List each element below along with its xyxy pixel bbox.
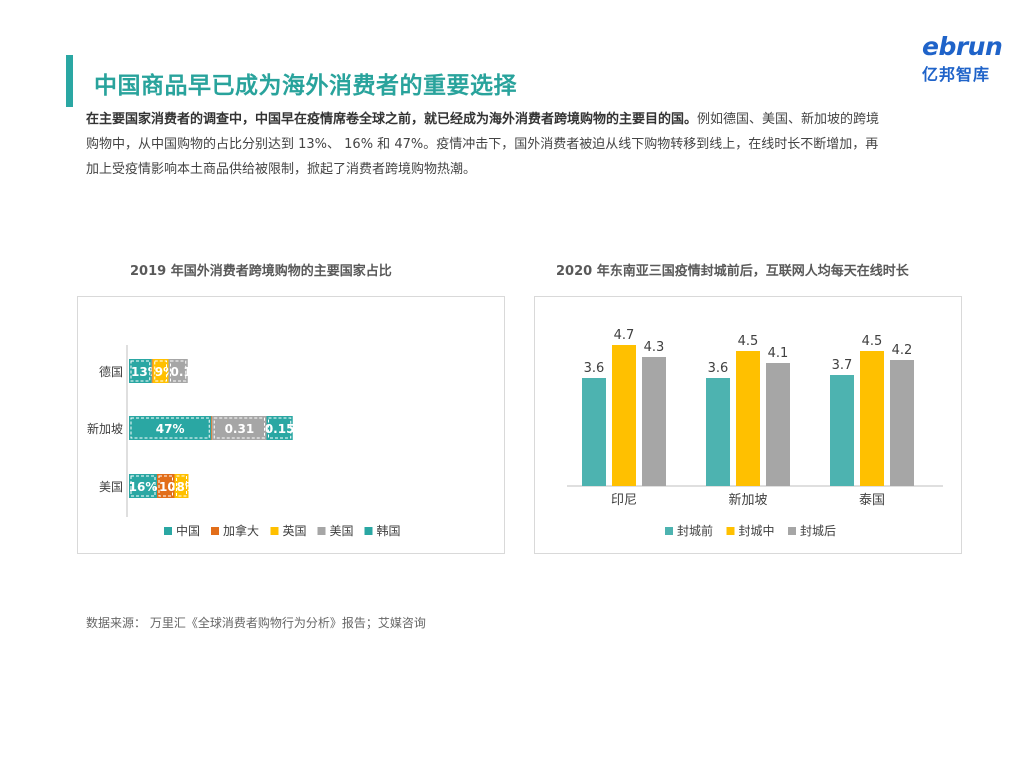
legend-swatch — [211, 527, 219, 535]
bar — [706, 378, 730, 486]
legend-label: 中国 — [176, 523, 200, 538]
legend-swatch — [788, 527, 796, 535]
bar-data-label: 16% — [129, 480, 158, 494]
bar — [612, 345, 636, 486]
bar-data-label: 4.5 — [738, 334, 759, 349]
bar-segment-outline — [170, 360, 187, 382]
intro-body-text: 例如德国、美国、新加坡的跨境购物中，从中国购物的占比分别达到 13%、 16% … — [86, 112, 880, 177]
chart1-title: 2019 年国外消费者跨境购物的主要国家占比 — [130, 264, 392, 279]
bar — [830, 375, 854, 486]
title-accent-bar — [66, 55, 73, 107]
legend-label: 封城后 — [800, 524, 836, 538]
legend-swatch — [270, 527, 279, 535]
bar-segment-outline — [130, 417, 210, 439]
legend-label: 封城前 — [677, 523, 713, 538]
bar-data-label: 3.6 — [584, 361, 605, 376]
legend-swatch — [317, 527, 326, 535]
brand-logo: ebrun 亿邦智库 — [906, 24, 1018, 96]
category-label: 泰国 — [859, 493, 885, 508]
bar-segment — [129, 474, 157, 498]
bar-segment-outline — [176, 475, 187, 497]
bar-segment-outline — [213, 417, 265, 439]
bar-segment — [151, 359, 153, 383]
intro-paragraph: 在主要国家消费者的调查中，中国早在疫情席卷全球之前，就已经成为海外消费者跨境购物… — [86, 107, 886, 182]
legend-swatch — [665, 527, 673, 535]
bar-data-label: 3.6 — [708, 361, 729, 376]
bar-data-label: 4.3 — [644, 340, 665, 355]
bar-segment — [174, 474, 189, 498]
bar-data-label: 4.5 — [862, 334, 883, 349]
logo-chinese-name: 亿邦智库 — [922, 65, 991, 84]
bar-segment — [129, 359, 152, 383]
bar-data-label: 4.7 — [614, 328, 635, 343]
bar-segment — [152, 359, 169, 383]
category-label: 美国 — [99, 480, 123, 494]
category-label: 印尼 — [611, 493, 637, 508]
legend-label: 韩国 — [377, 523, 401, 538]
bar-data-label: 0.11 — [171, 365, 201, 379]
legend-label: 加拿大 — [223, 523, 259, 538]
intro-bold-text: 在主要国家消费者的调查中，中国早在疫情席卷全球之前，就已经成为海外消费者跨境购物… — [86, 112, 698, 127]
bar — [582, 378, 606, 486]
legend-label: 封城中 — [739, 523, 775, 538]
bar-segment — [211, 416, 213, 440]
bar-segment-outline — [158, 475, 173, 497]
legend-label: 美国 — [330, 524, 354, 538]
legend-swatch — [364, 527, 373, 535]
bar-segment — [212, 416, 267, 440]
bar-segment — [168, 359, 188, 383]
bar-segment-outline — [268, 417, 292, 439]
bar — [766, 363, 790, 486]
legend-swatch — [164, 527, 172, 535]
bar-data-label: 3.7 — [832, 358, 853, 373]
page-title: 中国商品早已成为海外消费者的重要选择 — [94, 73, 517, 99]
bar — [736, 351, 760, 486]
bar-data-label: 4.1 — [768, 346, 789, 361]
stacked-bar-chart-panel: 德国13%0%9%0.11新加坡47%0%0.310.15美国16%10%8%中… — [77, 296, 505, 554]
bar-data-label: 0.31 — [225, 422, 255, 436]
chart2-title: 2020 年东南亚三国疫情封城前后，互联网人均每天在线时长 — [556, 264, 909, 279]
bar — [642, 357, 666, 486]
bar-segment-outline — [154, 360, 167, 382]
logo-wordmark: ebrun — [922, 32, 1003, 61]
category-label: 新加坡 — [87, 421, 123, 436]
bar-segment-outline — [130, 360, 151, 382]
bar-segment — [157, 474, 175, 498]
bar-segment — [266, 416, 293, 440]
category-label: 德国 — [99, 364, 123, 379]
bar-data-label: 47% — [156, 422, 185, 436]
bar — [860, 351, 884, 486]
category-label: 新加坡 — [728, 492, 767, 508]
legend-label: 英国 — [283, 524, 307, 538]
bar-segment — [129, 416, 212, 440]
bar-segment-outline — [130, 475, 156, 497]
legend-swatch — [726, 527, 735, 535]
stacked-bar-chart: 德国13%0%9%0.11新加坡47%0%0.310.15美国16%10%8%中… — [87, 345, 401, 538]
data-source-note: 数据来源： 万里汇《全球消费者购物行为分析》报告；艾媒咨询 — [86, 616, 426, 630]
bar-data-label: 0.15 — [265, 422, 295, 436]
grouped-bar-chart-panel: 3.6 4.7 4.3 印尼 3.6 4.5 4.1 新加坡 3.7 4.5 4.2 泰国封城前 封城中… — [534, 296, 962, 554]
bar — [890, 360, 914, 486]
bar-data-label: 4.2 — [892, 343, 913, 358]
bar-data-label: 8% — [177, 480, 197, 494]
